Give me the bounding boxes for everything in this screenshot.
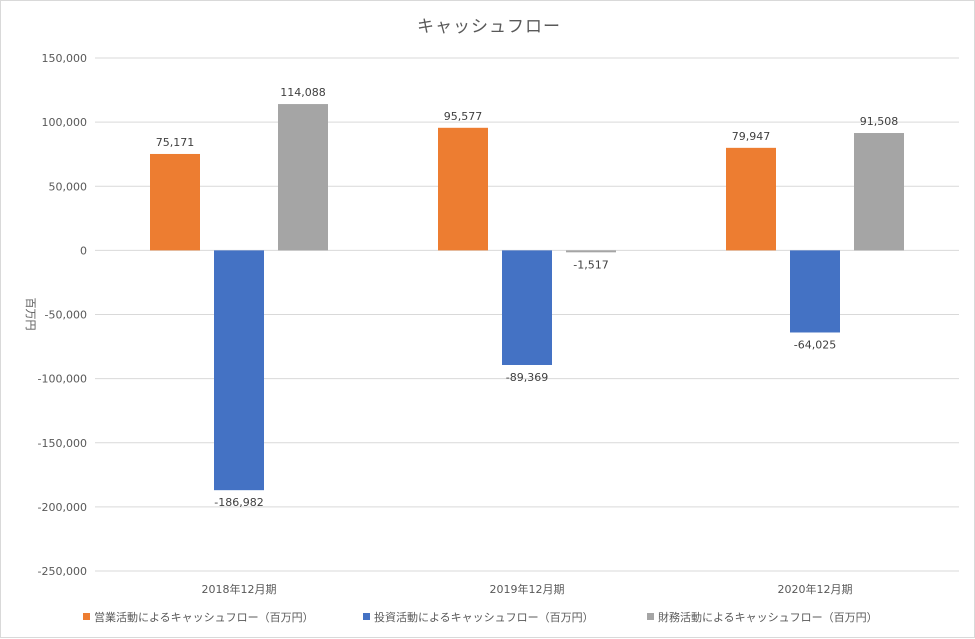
legend-label: 投資活動によるキャッシュフロー（百万円） [374, 610, 594, 624]
data-label: 95,577 [444, 110, 483, 123]
chart-title: キャッシュフロー [417, 17, 561, 37]
y-tick-label: -250,000 [38, 565, 87, 578]
data-label: 114,088 [280, 86, 326, 99]
x-axis-ticks: 2018年12月期 2019年12月期 2020年12月期 [202, 582, 853, 596]
legend-label: 営業活動によるキャッシュフロー（百万円） [94, 610, 314, 624]
x-tick-label: 2019年12月期 [490, 582, 565, 596]
bar [566, 250, 616, 253]
data-label: -89,369 [506, 371, 548, 384]
data-labels: 75,171 -186,982 114,088 95,577 -89,369 -1,517… [156, 86, 899, 509]
bar [854, 133, 904, 251]
data-label: 75,171 [156, 136, 195, 149]
bar [150, 153, 200, 251]
bar [438, 127, 488, 251]
x-tick-label: 2020年12月期 [778, 582, 853, 596]
y-tick-label: 150,000 [42, 52, 88, 65]
bar [278, 104, 328, 251]
y-tick-label: -200,000 [38, 501, 87, 514]
y-tick-label: -100,000 [38, 373, 87, 386]
y-tick-label: 0 [80, 244, 87, 257]
bars [150, 104, 904, 491]
data-label: 91,508 [860, 115, 899, 128]
y-tick-label: -150,000 [38, 437, 87, 450]
bar [726, 147, 776, 251]
y-axis-ticks: 150,000 100,000 50,000 0 -50,000 -100,000 -150… [38, 52, 87, 578]
x-tick-label: 2018年12月期 [202, 582, 277, 596]
data-label: 79,947 [732, 130, 771, 143]
bar [502, 250, 552, 365]
data-label: -64,025 [794, 338, 836, 351]
legend-swatch [647, 613, 654, 620]
bar [214, 250, 264, 491]
legend-label: 財務活動によるキャッシュフロー（百万円） [658, 610, 878, 624]
y-tick-label: -50,000 [45, 309, 87, 322]
data-label: -1,517 [573, 258, 608, 271]
y-axis-title: 百万円 [24, 298, 37, 331]
data-label: -186,982 [214, 496, 263, 509]
legend-swatch [363, 613, 370, 620]
y-tick-label: 100,000 [42, 116, 88, 129]
bar [790, 250, 840, 333]
y-tick-label: 50,000 [49, 180, 88, 193]
legend-swatch [83, 613, 90, 620]
legend: 営業活動によるキャッシュフロー（百万円） 投資活動によるキャッシュフロー（百万円）… [83, 610, 878, 624]
